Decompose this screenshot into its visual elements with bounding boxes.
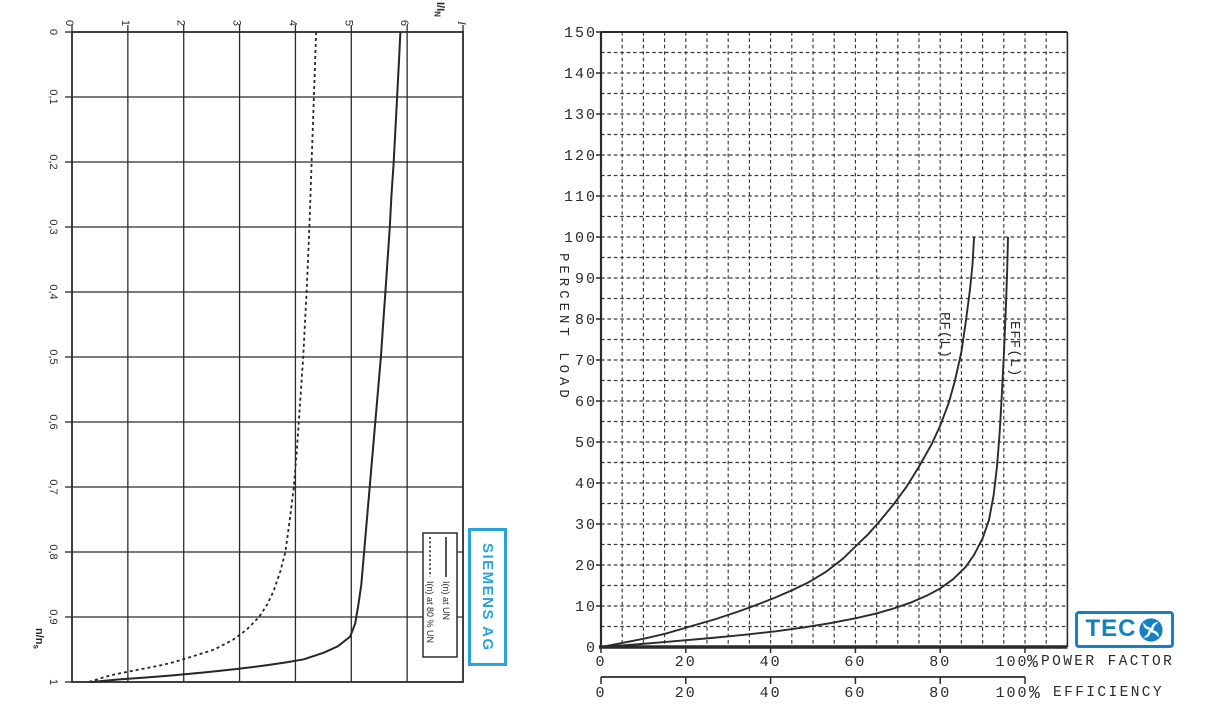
- pf-curve-label: PF(L): [936, 312, 952, 359]
- teco-pinwheel-o-icon: [1138, 617, 1163, 642]
- teco-logo-badge: TEC: [1075, 611, 1174, 648]
- right-borders: [599, 31, 1069, 649]
- legend-label-solid: I(n) at UN: [441, 581, 451, 620]
- right-y-tick-label: 20: [575, 558, 597, 575]
- right-grid: [601, 32, 1068, 647]
- right-axis-labels: 0 10 20 30 40 50 60 70 80 90 100 110 120 130 140 150 PER…: [555, 25, 1174, 673]
- right-y-tick-label: 90: [575, 271, 597, 288]
- teco-logo-text: TEC: [1085, 614, 1137, 642]
- left-y-tick-label: 6: [398, 20, 410, 26]
- right-y-tick-label: 120: [564, 148, 597, 165]
- right-axis-ticks: [596, 31, 1026, 653]
- left-x-tick-label: 0,3: [47, 219, 59, 234]
- efficiency-tick-label: 100: [995, 685, 1028, 702]
- right-y-tick-label: 130: [564, 107, 597, 124]
- right-curve-labels: PF(L) EFF(L): [936, 312, 1022, 377]
- right-x-tick-label: 60: [844, 654, 866, 671]
- left-axis-ticks: [65, 25, 464, 683]
- power-factor-axis-title: POWER FACTOR: [1041, 654, 1174, 670]
- left-x-tick-label: 0,7: [47, 479, 59, 494]
- efficiency-axis-title: EFFICIENCY: [1053, 685, 1164, 701]
- left-y-tick-label: 2: [175, 20, 187, 26]
- siemens-chart-group: 0 1 2 3 4 5 6 I 0 0,1 0,2 0,3 0,4 0,5 0,6 0,7 0,8 0,9 1 I/I…: [32, 2, 470, 685]
- left-x-tick-label: 0,6: [47, 414, 59, 429]
- right-y-tick-label: 140: [564, 66, 597, 83]
- left-y-tick-label: 3: [231, 20, 243, 26]
- left-y-tick-label: 4: [286, 20, 298, 26]
- left-series-solid: [91, 31, 402, 683]
- left-series-dashed: [88, 31, 317, 683]
- right-x-tick-label: 100: [995, 654, 1028, 671]
- right-y-tick-label: 70: [575, 353, 597, 370]
- legend-label-dashed: I(n) at 80 % UN: [425, 581, 435, 643]
- right-y-tick-label: 10: [575, 599, 597, 616]
- right-secondary-axis: 0 20 40 60 80 100% EFFICIENCY: [595, 676, 1164, 704]
- left-x-tick-label: 0,9: [47, 609, 59, 624]
- right-x-tick-label: 80: [929, 654, 951, 671]
- left-y-tick-label: 1: [119, 20, 131, 26]
- right-x-tick-label: 0: [595, 654, 606, 671]
- left-x-tick-label: 0,2: [47, 154, 59, 169]
- left-x-tick-label: 0,1: [47, 89, 59, 104]
- left-grid: [72, 32, 463, 682]
- left-x-tick-label: 0,4: [47, 284, 59, 299]
- right-y-tick-label: 110: [564, 189, 597, 206]
- left-y-axis-title: I/IN: [433, 2, 447, 17]
- left-legend: I(n) at UN I(n) at 80 % UN: [422, 532, 458, 658]
- efficiency-tick-label: 0: [595, 685, 606, 702]
- right-y-tick-label: 40: [575, 476, 597, 493]
- left-y-tick-label: 0: [63, 20, 75, 26]
- right-y-tick-label: 80: [575, 312, 597, 329]
- left-x-tick-label: 0,5: [47, 349, 59, 364]
- right-y-tick-label: 30: [575, 517, 597, 534]
- right-x-tick-label: 40: [760, 654, 782, 671]
- efficiency-tick-label: 40: [760, 685, 782, 702]
- left-x-axis-title: n/ns: [32, 628, 46, 650]
- siemens-logo-text: SIEMENS AG: [479, 542, 496, 652]
- left-x-tick-label: 0: [47, 29, 59, 35]
- eff-curve-label: EFF(L): [1006, 321, 1022, 377]
- pf-curve: [600, 236, 976, 648]
- eff-percent-sign: %: [1029, 684, 1040, 704]
- right-y-tick-label: 60: [575, 394, 597, 411]
- left-y-tick-label: 5: [342, 20, 354, 26]
- left-x-tick-label: 1: [47, 679, 59, 685]
- efficiency-tick-label: 80: [929, 685, 951, 702]
- efficiency-tick-label: 60: [844, 685, 866, 702]
- left-x-tick-label: 0,8: [47, 544, 59, 559]
- left-legend-box: [422, 532, 458, 658]
- left-axis-end-label: I: [455, 20, 469, 26]
- right-y-tick-label: 50: [575, 435, 597, 452]
- eff-curve: [600, 236, 1009, 648]
- right-y-tick-label: 150: [564, 25, 597, 42]
- right-x-tick-label: 20: [675, 654, 697, 671]
- left-axis-labels: 0 1 2 3 4 5 6 I 0 0,1 0,2 0,3 0,4 0,5 0,6 0,7 0,8 0,9 1 I/I…: [32, 2, 470, 685]
- right-y-axis-title: PERCENT LOAD: [555, 253, 571, 402]
- right-y-tick-label: 0: [586, 640, 597, 657]
- teco-chart-group: 0 10 20 30 40 50 60 70 80 90 100 110 120 130 140 150 PER…: [555, 25, 1174, 704]
- efficiency-tick-label: 20: [675, 685, 697, 702]
- pf-percent-sign: %: [1027, 653, 1038, 673]
- right-y-tick-label: 100: [564, 230, 597, 247]
- siemens-logo-badge: SIEMENS AG: [468, 528, 507, 666]
